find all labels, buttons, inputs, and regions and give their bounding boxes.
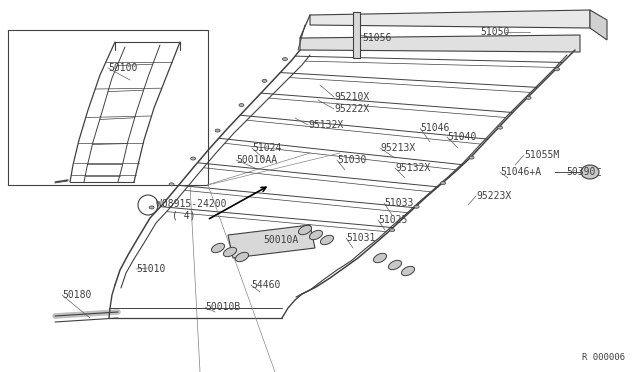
Text: 51031: 51031 — [346, 233, 376, 243]
Ellipse shape — [321, 235, 333, 245]
Text: 51024: 51024 — [252, 143, 282, 153]
Text: ( 4): ( 4) — [172, 211, 195, 221]
Ellipse shape — [469, 156, 474, 159]
Bar — [8, 30, 208, 185]
Ellipse shape — [236, 252, 248, 262]
Ellipse shape — [390, 228, 395, 231]
Text: W08915-24200: W08915-24200 — [156, 199, 227, 209]
Ellipse shape — [526, 96, 531, 99]
Ellipse shape — [440, 182, 445, 185]
Polygon shape — [300, 35, 580, 52]
Text: 95132X: 95132X — [395, 163, 430, 173]
Ellipse shape — [401, 266, 415, 276]
Text: 54460: 54460 — [251, 280, 280, 290]
Ellipse shape — [555, 68, 559, 71]
Ellipse shape — [215, 129, 220, 132]
Text: 51056: 51056 — [362, 33, 392, 43]
Text: 51046+A: 51046+A — [500, 167, 541, 177]
Polygon shape — [590, 10, 607, 40]
Ellipse shape — [169, 183, 174, 186]
Text: 50010AA: 50010AA — [236, 155, 277, 165]
Ellipse shape — [388, 260, 401, 270]
Text: 51046: 51046 — [420, 123, 449, 133]
Ellipse shape — [309, 230, 323, 240]
Polygon shape — [353, 12, 360, 58]
Text: 50390: 50390 — [566, 167, 595, 177]
Text: 95222X: 95222X — [334, 104, 369, 114]
Text: R 000006: R 000006 — [582, 353, 625, 362]
Text: 51010: 51010 — [136, 264, 165, 274]
Ellipse shape — [497, 126, 502, 129]
Ellipse shape — [298, 225, 312, 235]
Text: 95210X: 95210X — [334, 92, 369, 102]
Ellipse shape — [262, 79, 267, 82]
Text: 50100: 50100 — [108, 63, 138, 73]
Text: 95132X: 95132X — [308, 120, 343, 130]
Text: 95213X: 95213X — [380, 143, 415, 153]
Text: 51025: 51025 — [378, 215, 408, 225]
Ellipse shape — [239, 103, 244, 107]
Ellipse shape — [373, 253, 387, 263]
Polygon shape — [228, 225, 315, 258]
Text: 51050: 51050 — [480, 27, 509, 37]
Text: 51030: 51030 — [337, 155, 366, 165]
Ellipse shape — [414, 205, 419, 208]
Ellipse shape — [581, 165, 599, 179]
Ellipse shape — [211, 243, 225, 253]
Ellipse shape — [149, 206, 154, 209]
Polygon shape — [310, 10, 590, 28]
Text: 51055M: 51055M — [524, 150, 559, 160]
Text: 95223X: 95223X — [476, 191, 511, 201]
Ellipse shape — [223, 247, 237, 257]
Text: 51033: 51033 — [384, 198, 413, 208]
Text: 50010B: 50010B — [205, 302, 240, 312]
Text: 51040: 51040 — [447, 132, 476, 142]
Ellipse shape — [191, 157, 196, 160]
Text: 50180: 50180 — [62, 290, 92, 300]
Ellipse shape — [282, 58, 287, 61]
Text: 50010A: 50010A — [263, 235, 298, 245]
